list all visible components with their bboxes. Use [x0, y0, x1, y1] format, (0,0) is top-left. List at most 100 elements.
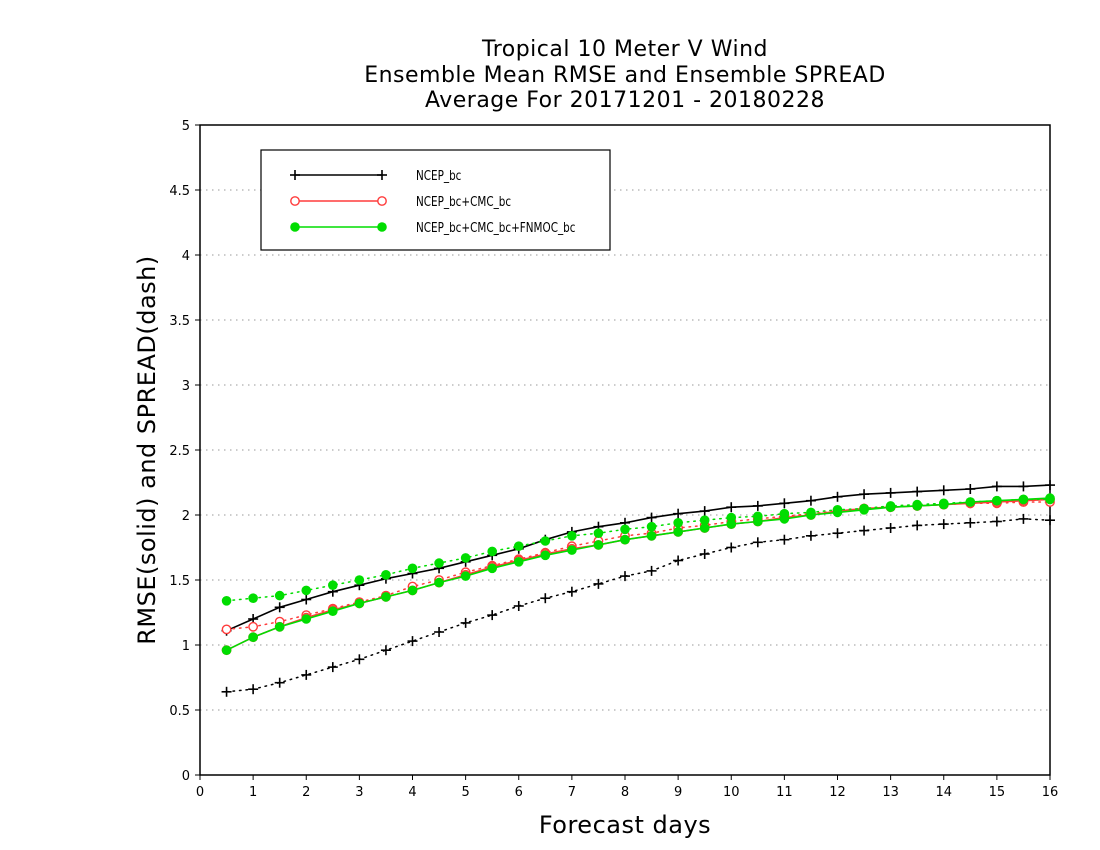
filled-circle-marker	[248, 632, 258, 642]
axis-ticks: 00.511.522.533.544.550 1 2 3 4 5 6 7 8 9 10 11 12 13 1…	[169, 119, 1058, 800]
spread-series-ncep-bc-cmc-bc	[221, 497, 1055, 635]
plus-marker	[354, 654, 365, 665]
spread-series-ncep-bc	[221, 513, 1055, 697]
filled-circle-marker	[513, 541, 524, 551]
x-tick-label: 11	[776, 785, 793, 800]
filled-circle-marker	[487, 563, 497, 574]
filled-circle-marker	[328, 580, 338, 590]
plus-marker	[407, 636, 418, 647]
filled-circle-marker	[434, 577, 444, 588]
filled-circle-marker	[753, 516, 763, 527]
filled-circle-marker	[567, 545, 577, 555]
x-tick-label: 16	[1042, 785, 1059, 800]
plus-marker	[805, 495, 816, 506]
plus-marker	[377, 170, 387, 180]
rmse-series-ncep-bc-cmc-bc-fnmoc-bc	[221, 493, 1055, 655]
filled-circle-marker	[354, 575, 365, 585]
filled-circle-marker	[673, 527, 683, 537]
plus-marker	[912, 486, 923, 497]
x-axis-title: Forecast days	[539, 811, 711, 839]
plus-marker	[938, 485, 949, 496]
filled-circle-marker	[673, 518, 683, 528]
filled-circle-marker	[620, 534, 630, 545]
filled-circle-marker	[620, 524, 630, 535]
plus-marker	[540, 593, 551, 604]
plus-marker	[779, 498, 790, 509]
filled-circle-marker	[540, 536, 551, 546]
chart-title: Tropical 10 Meter V Wind Ensemble Mean R…	[200, 37, 1050, 114]
x-tick-label: 13	[882, 785, 899, 800]
filled-circle-marker	[407, 585, 418, 596]
legend-label: NCEP_bc+CMC_bc	[416, 194, 511, 209]
x-tick-label: 3	[355, 785, 363, 800]
legend-entry: NCEP_bc	[290, 168, 461, 183]
y-tick-label: 4	[182, 249, 190, 264]
title-line-3: Average For 20171201 - 20180228	[424, 88, 826, 113]
filled-circle-marker	[699, 515, 710, 525]
plus-marker	[274, 677, 285, 688]
plus-marker	[274, 602, 285, 613]
filled-circle-marker	[885, 502, 896, 512]
legend-entry: NCEP_bc+CMC_bc+FNMOC_bc	[290, 220, 575, 235]
plus-marker	[991, 481, 1002, 492]
plus-marker	[832, 491, 843, 502]
filled-circle-marker	[460, 571, 471, 581]
spread-line	[225, 501, 1051, 631]
plus-marker	[1045, 480, 1055, 491]
y-tick-label: 0.5	[169, 704, 190, 719]
series-layer	[221, 480, 1055, 697]
rmse-series-ncep-bc	[221, 480, 1055, 636]
filled-circle-marker	[699, 523, 710, 533]
filled-circle-marker	[301, 585, 312, 596]
x-tick-label: 1	[249, 785, 257, 800]
plus-marker	[248, 684, 259, 695]
rmse-line	[226, 498, 1051, 651]
filled-circle-marker	[381, 570, 391, 580]
filled-circle-marker	[1045, 493, 1055, 503]
plus-marker	[434, 627, 445, 637]
plus-marker	[938, 519, 949, 530]
plus-marker	[832, 528, 843, 539]
filled-circle-marker	[221, 645, 232, 655]
plus-marker	[593, 578, 604, 589]
plus-marker	[699, 506, 710, 517]
filled-circle-marker	[377, 222, 387, 232]
legend-box	[260, 149, 611, 251]
x-tick-label: 10	[723, 785, 740, 800]
filled-circle-marker	[487, 546, 497, 557]
rmse-series-ncep-bc-cmc-bc	[221, 494, 1055, 656]
filled-circle-marker	[434, 558, 444, 568]
filled-circle-marker	[938, 499, 949, 510]
filled-circle-marker	[567, 531, 577, 541]
plus-marker	[673, 555, 684, 566]
y-tick-label: 3	[182, 379, 190, 394]
plus-marker	[859, 489, 870, 500]
x-tick-label: 2	[302, 785, 310, 800]
y-tick-label: 1.5	[169, 574, 190, 589]
x-tick-label: 12	[829, 785, 846, 800]
grid-lines	[200, 189, 1050, 711]
plus-marker	[859, 525, 870, 536]
plus-marker	[991, 516, 1002, 527]
plus-marker	[1045, 515, 1055, 526]
legend-label: NCEP_bc+CMC_bc+FNMOC_bc	[416, 220, 575, 235]
filled-circle-marker	[328, 606, 338, 616]
filled-circle-marker	[593, 528, 604, 538]
filled-circle-marker	[726, 519, 737, 529]
plus-marker	[885, 487, 896, 498]
plus-marker	[513, 601, 524, 611]
plus-marker	[699, 549, 710, 559]
plus-marker	[805, 530, 816, 541]
plus-marker	[566, 586, 577, 597]
filled-circle-marker	[806, 510, 816, 520]
y-tick-label: 5	[182, 119, 190, 134]
open-circle-marker	[377, 196, 387, 206]
rmse-line	[226, 484, 1051, 632]
filled-circle-marker	[992, 495, 1002, 506]
y-axis-title: RMSE(solid) and SPREAD(dash)	[133, 255, 161, 645]
plus-marker	[301, 669, 312, 680]
open-circle-marker	[221, 624, 232, 635]
filled-circle-marker	[460, 553, 471, 563]
filled-circle-marker	[221, 596, 232, 606]
